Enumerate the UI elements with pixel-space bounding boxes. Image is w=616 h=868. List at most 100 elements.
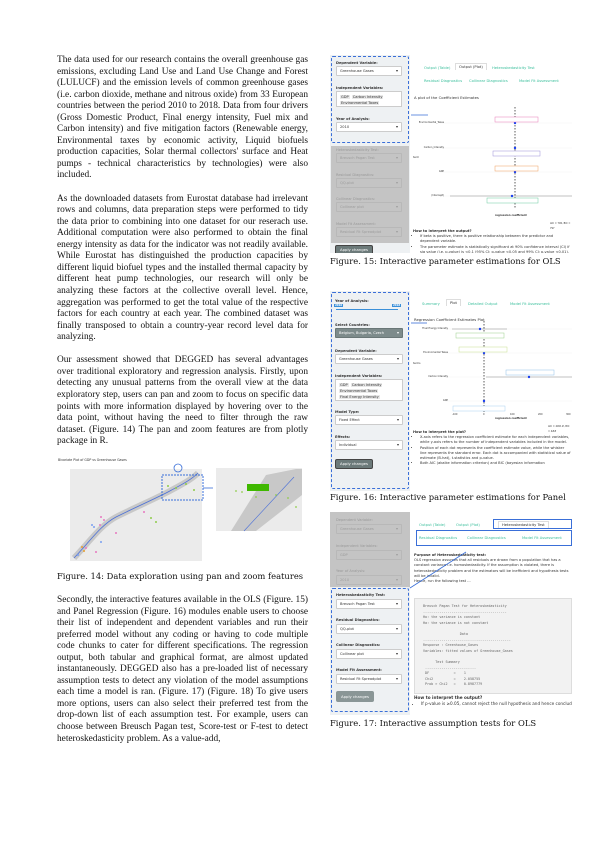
collinear-diagnostics-select[interactable]: Collinear plot: [336, 649, 402, 659]
disabled-label: Heteroskedasticity Test:: [336, 148, 379, 152]
fig14-zoom-selection: [161, 474, 204, 501]
collinear-diagnostics-label: Collinear Diagnostics:: [336, 643, 381, 647]
tab-plot[interactable]: Plot: [446, 299, 461, 306]
tab-highlight: [493, 519, 572, 529]
fig14-trend-line: [73, 472, 199, 559]
fig14-points: [85, 511, 145, 553]
tab-output-plot[interactable]: Output (Plot): [455, 63, 487, 70]
y-axis-label: term: [413, 156, 420, 159]
tag: Carbon Intensity: [350, 383, 383, 387]
apply-changes-button[interactable]: Apply changes: [335, 459, 373, 469]
howto-block: How to interpret the plot? X-axis refers…: [413, 430, 571, 466]
coefficient-points: [478, 327, 531, 403]
apply-changes-button[interactable]: Apply changes: [335, 245, 373, 253]
paragraph-preparation: As the downloaded datasets from Eurostat…: [57, 193, 308, 343]
howto-title: How to interpret the output?: [414, 695, 483, 700]
countries-select[interactable]: Belgium, Bulgaria, Czech: [335, 328, 403, 338]
y-tick: (Intercept): [431, 194, 444, 197]
independent-variables-label: Independent Variables:: [335, 374, 383, 378]
tag: GDP: [340, 95, 350, 99]
model-type-select[interactable]: Fixed Effect: [335, 415, 403, 425]
disabled-select: Residual Fit Spreadplot: [336, 227, 402, 237]
coefficient-plot: [411, 107, 572, 209]
effects-select[interactable]: Individual: [335, 440, 403, 450]
heteroskedasticity-select[interactable]: Breusch Pagan Test: [336, 599, 402, 609]
y-tick: Carbon_Intensity: [423, 146, 444, 149]
dependent-variable-select[interactable]: Greenhouse Gases: [335, 354, 403, 364]
purpose-title: Purpose of Heteroskedasticity test:: [414, 553, 487, 557]
model-type-label: Model Type:: [335, 410, 360, 414]
howto-title: How to interpret the output?: [413, 229, 472, 233]
figure-15-image: Dependent Variable: Greenhouse Gases Ind…: [330, 55, 572, 253]
y-tick: Final Energy Intensity: [422, 327, 448, 330]
slider-max: 2018: [392, 304, 402, 307]
apply-changes-button[interactable]: Apply changes: [336, 691, 374, 702]
howto-item: If p-value is ≥0.05, cannot reject the n…: [421, 701, 572, 707]
tab-detailed-output[interactable]: Detailed Output: [468, 302, 498, 306]
fig14-plot-marks: [71, 463, 302, 561]
tab-summary[interactable]: Summary: [422, 302, 440, 306]
tab-model-fit[interactable]: Model Fit Assessment: [510, 302, 550, 306]
coefficient-points: [510, 121, 517, 198]
independent-variables-select[interactable]: GDP Carbon Intensity Environmental Taxes: [336, 91, 402, 107]
tag: Final Energy Intensity: [339, 395, 380, 399]
x-tick: 200: [538, 413, 543, 416]
howto-block: How to interpret the output? If p-value …: [414, 695, 572, 706]
residual-diagnostics-label: Residual Diagnostics:: [336, 618, 380, 622]
figure-15-caption: Figure. 15: Interactive parameter estima…: [330, 256, 561, 266]
fig14-plot-title: Bivariate Plot of GDP vs Greenhouse Gase…: [58, 458, 127, 462]
y-tick: GDP: [438, 170, 444, 173]
test-output-code: Breusch Pagan Test for Heteroskedasticit…: [414, 598, 572, 694]
aic-bic: AIC = 790, BIC = 797: [550, 222, 571, 231]
tab-collinear-diagnostics[interactable]: Collinear Diagnostics: [469, 79, 508, 83]
disabled-controls: Heteroskedasticity Test: Breusch Pagan T…: [331, 146, 409, 243]
tab-heteroskedasticity[interactable]: Heteroskedasticity Test: [498, 521, 549, 528]
disabled-select: GDP: [336, 550, 402, 560]
model-fit-select[interactable]: Residual Fit Spreadplot: [336, 674, 402, 684]
left-column-text: The data used for our research contains …: [57, 55, 308, 459]
tab-model-fit[interactable]: Model Fit Assessment: [522, 536, 562, 540]
tag: Carbon Intensity: [351, 95, 384, 99]
tab-output-plot[interactable]: Output (Plot): [456, 523, 480, 527]
tab-heteroskedasticity[interactable]: Heteroskedasticity Test: [492, 66, 535, 70]
dependent-variable-select[interactable]: Greenhouse Gases: [336, 66, 402, 76]
year-range-slider[interactable]: [336, 309, 398, 311]
y-tick: GDP: [442, 399, 448, 402]
plot-title: Regression Coefficient Estimates Plot: [414, 317, 485, 322]
independent-variables-select[interactable]: GDP Carbon Intensity Environmental Taxes Fi…: [335, 379, 403, 401]
year-select[interactable]: 2010: [336, 122, 402, 132]
tab-output-table[interactable]: Output (Table): [424, 66, 451, 70]
highlight-box: [331, 588, 409, 712]
arrow: [409, 551, 467, 589]
x-tick: 100: [510, 413, 515, 416]
disabled-select: Breusch Pagan Test: [336, 153, 402, 163]
paragraph-data: The data used for our research contains …: [57, 55, 308, 181]
howto-item: Position of each dot represents the coef…: [420, 446, 571, 462]
residual-diagnostics-select[interactable]: QQ-plot: [336, 624, 402, 634]
disabled-label: Dependent Variable:: [336, 518, 373, 522]
highlight-box: [331, 56, 409, 143]
y-tick: Environmental_Taxes: [418, 121, 444, 124]
coefficient-plot: [411, 321, 572, 412]
tab-model-fit[interactable]: Model Fit Assessment: [519, 79, 559, 83]
howto-item: If beta is positive, there is positive r…: [420, 234, 571, 244]
howto-item: The parameter estimate is statistically …: [420, 245, 571, 253]
disabled-select: Collinear plot: [336, 202, 402, 212]
x-tick: 0: [483, 413, 485, 416]
y-tick: Environmental Taxes: [423, 351, 448, 354]
tab-collinear-diagnostics[interactable]: Collinear Diagnostics: [467, 536, 506, 540]
x-axis-label: regression coefficient: [495, 417, 527, 420]
figure-14-caption: Figure. 14: Data exploration using pan a…: [57, 571, 304, 581]
paragraph-secondly: Secondly, the interactive features avail…: [57, 595, 308, 744]
x-tick: 300: [566, 413, 571, 416]
disabled-select: Greenhouse Gases: [336, 524, 402, 534]
purpose-text: OLS regression assumes that all residual…: [414, 558, 569, 578]
tab-residual-diagnostics[interactable]: Residual Diagnostics: [419, 536, 458, 540]
x-axis-label: regression coefficient: [495, 214, 527, 217]
tag: Environmental Taxes: [339, 389, 379, 393]
disabled-label: Model Fit Assessment:: [336, 222, 377, 226]
tab-residual-diagnostics[interactable]: Residual Diagnostics: [424, 79, 463, 83]
countries-label: Select Countries:: [335, 323, 370, 327]
dependent-variable-label: Dependent Variable:: [335, 349, 377, 353]
tab-output-table[interactable]: Output (Table): [419, 523, 446, 527]
